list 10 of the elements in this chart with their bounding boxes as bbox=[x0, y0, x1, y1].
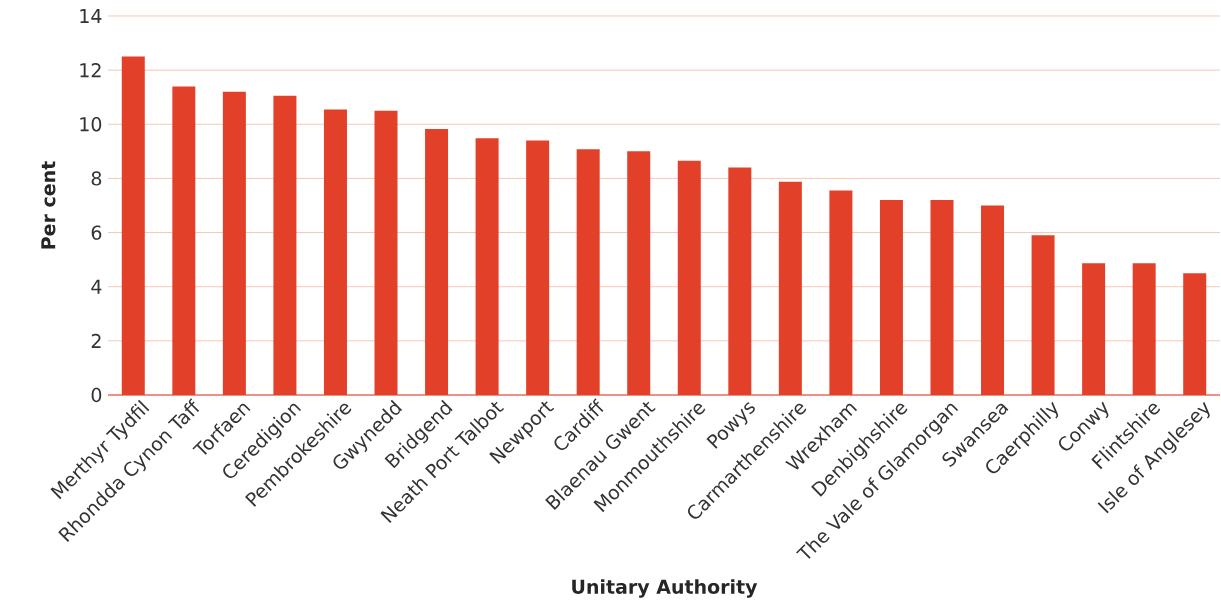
y-tick-label: 2 bbox=[91, 333, 101, 348]
y-tick-label: 0 bbox=[91, 387, 102, 403]
y-tick-label: 8 bbox=[91, 171, 102, 186]
y-tick-label: 6 bbox=[91, 225, 102, 240]
y-tick-label: 10 bbox=[80, 117, 102, 132]
x-axis-title: Unitary Authority bbox=[572, 579, 758, 598]
y-axis-title: Per cent bbox=[41, 161, 56, 249]
y-tick-label: 12 bbox=[80, 63, 101, 78]
y-tick-label: 4 bbox=[91, 279, 102, 294]
y-tick-label: 14 bbox=[80, 9, 102, 23]
